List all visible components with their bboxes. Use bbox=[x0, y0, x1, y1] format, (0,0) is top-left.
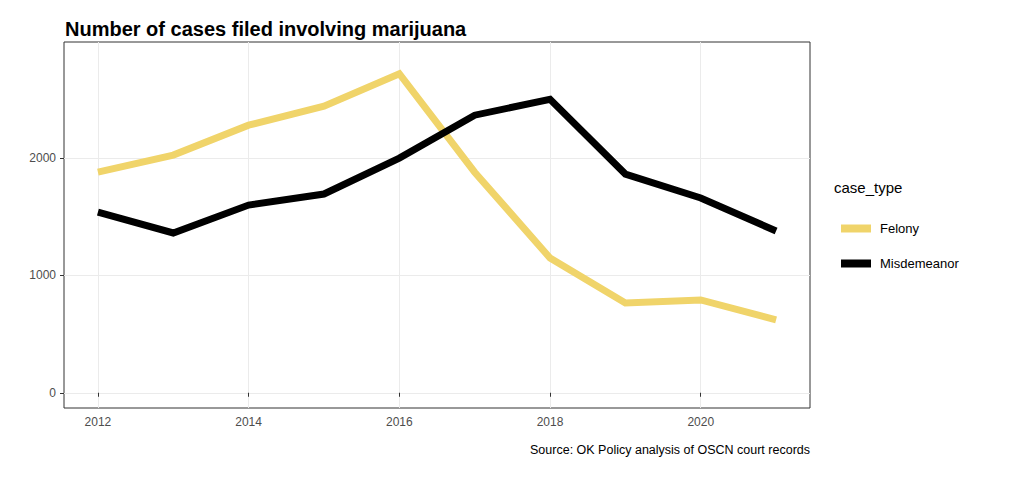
svg-text:Source: OK Policy analysis of: Source: OK Policy analysis of OSCN court… bbox=[530, 443, 810, 457]
svg-text:2000: 2000 bbox=[29, 151, 56, 165]
svg-text:Number of cases filed involvin: Number of cases filed involving marijuan… bbox=[65, 18, 467, 40]
svg-text:case_type: case_type bbox=[834, 179, 902, 196]
svg-text:0: 0 bbox=[49, 386, 56, 400]
svg-text:2018: 2018 bbox=[537, 415, 564, 429]
svg-text:2020: 2020 bbox=[687, 415, 714, 429]
svg-text:Misdemeanor: Misdemeanor bbox=[880, 256, 959, 271]
svg-text:2012: 2012 bbox=[85, 415, 112, 429]
svg-text:2014: 2014 bbox=[235, 415, 262, 429]
svg-text:2016: 2016 bbox=[386, 415, 413, 429]
svg-text:1000: 1000 bbox=[29, 268, 56, 282]
svg-text:Felony: Felony bbox=[880, 221, 920, 236]
